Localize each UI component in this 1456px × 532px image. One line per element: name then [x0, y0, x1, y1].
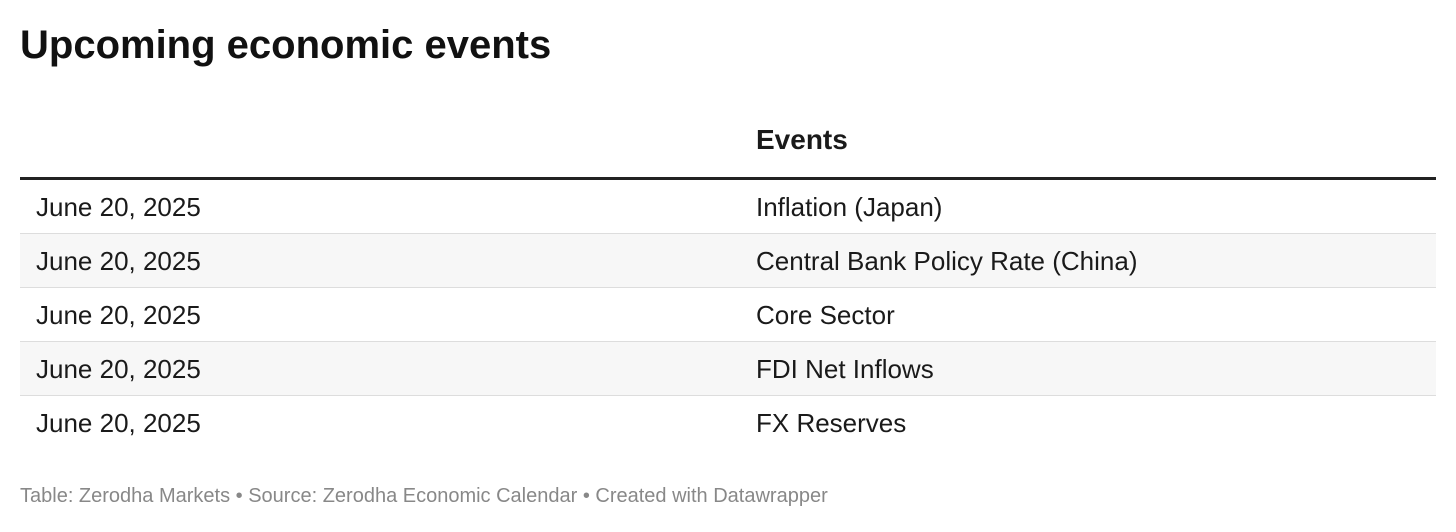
event-cell: Inflation (Japan) — [756, 192, 943, 222]
date-cell: June 20, 2025 — [36, 300, 201, 330]
event-cell: FX Reserves — [756, 408, 907, 438]
table-row: June 20, 2025 Central Bank Policy Rate (C… — [20, 234, 1436, 288]
date-cell: June 20, 2025 — [36, 354, 201, 384]
table-header: Events — [20, 112, 1436, 180]
footer: Table: Zerodha Markets • Source: Zerodha… — [20, 485, 828, 507]
table-row: June 20, 2025 Inflation (Japan) — [20, 180, 1436, 234]
date-cell: June 20, 2025 — [36, 246, 201, 276]
title: Upcoming economic events — [20, 23, 552, 67]
column-header: Events — [756, 124, 848, 155]
event-cell: Central Bank Policy Rate (China) — [756, 246, 1138, 276]
date-cell: June 20, 2025 — [36, 408, 201, 438]
event-cell: Core Sector — [756, 300, 895, 330]
table-row: June 20, 2025 FX Reserves — [20, 396, 1436, 449]
table-row: June 20, 2025 FDI Net Inflows — [20, 342, 1436, 396]
table: Events June 20, 2025 Inflation (Japan) Jun… — [20, 112, 1436, 449]
date-cell: June 20, 2025 — [36, 192, 201, 222]
event-cell: FDI Net Inflows — [756, 354, 934, 384]
table-row: June 20, 2025 Core Sector — [20, 288, 1436, 342]
